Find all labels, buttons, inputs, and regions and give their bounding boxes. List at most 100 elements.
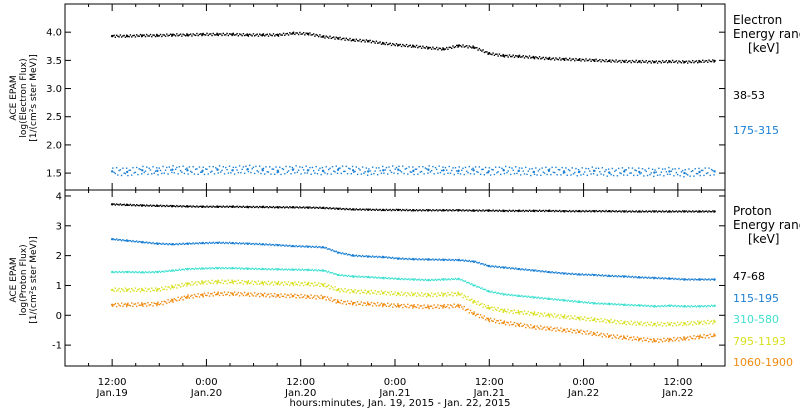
data-point	[336, 172, 339, 175]
data-point	[649, 305, 651, 308]
data-point	[387, 173, 389, 175]
data-point	[556, 174, 558, 176]
data-point	[640, 211, 642, 213]
data-point	[482, 263, 484, 265]
data-point	[589, 209, 591, 212]
data-point	[456, 209, 458, 211]
data-point	[300, 207, 302, 209]
data-point	[163, 243, 166, 246]
data-point	[319, 246, 321, 248]
data-point	[301, 33, 304, 35]
data-point	[253, 243, 256, 246]
data-point	[648, 341, 650, 343]
data-point	[665, 59, 668, 62]
data-point	[365, 39, 368, 41]
data-point	[614, 275, 616, 277]
data-point	[284, 173, 286, 175]
data-point	[397, 291, 399, 294]
data-point	[122, 35, 124, 37]
data-point	[326, 271, 329, 273]
data-point	[134, 287, 137, 289]
data-point	[688, 323, 690, 326]
data-point	[686, 279, 689, 281]
data-point	[623, 336, 626, 339]
data-point	[649, 277, 651, 279]
data-point	[590, 211, 592, 213]
data-point	[178, 268, 181, 271]
data-point	[506, 171, 508, 174]
data-point	[114, 271, 117, 273]
data-point	[590, 274, 592, 276]
data-point	[403, 303, 405, 306]
data-point	[560, 174, 562, 176]
data-point	[414, 258, 417, 260]
data-point	[222, 241, 224, 244]
data-point	[240, 33, 242, 36]
data-point	[650, 339, 652, 341]
data-point	[611, 167, 614, 170]
data-point	[207, 267, 209, 270]
proton-x-ticks	[64, 190, 726, 366]
data-point	[206, 32, 208, 35]
data-point	[397, 172, 399, 175]
data-point	[351, 254, 355, 257]
data-point	[122, 270, 124, 273]
data-point	[497, 171, 499, 173]
data-point	[271, 295, 273, 297]
data-point	[402, 278, 404, 280]
data-point	[198, 267, 201, 269]
data-point	[523, 173, 526, 175]
data-point	[221, 292, 223, 294]
data-point	[440, 278, 443, 280]
data-point	[341, 252, 344, 254]
data-point	[248, 295, 251, 297]
data-point	[494, 308, 497, 311]
data-point	[129, 304, 132, 307]
data-point	[494, 166, 497, 168]
data-point	[399, 304, 401, 307]
data-point	[285, 206, 287, 208]
data-point	[181, 282, 183, 285]
data-point	[335, 36, 337, 38]
data-point	[418, 307, 420, 309]
data-point	[584, 211, 586, 213]
data-point	[379, 293, 381, 296]
data-point	[461, 278, 463, 281]
data-point	[602, 275, 605, 277]
data-point	[395, 294, 398, 297]
data-point	[601, 302, 604, 305]
data-point	[420, 170, 423, 173]
data-point	[451, 277, 453, 280]
data-point	[478, 166, 481, 168]
data-point	[546, 298, 548, 300]
data-point	[256, 293, 258, 296]
data-point	[222, 32, 224, 35]
data-point	[607, 336, 610, 338]
data-point	[451, 305, 453, 307]
data-point	[245, 242, 247, 244]
data-point	[361, 304, 364, 307]
data-point	[197, 34, 199, 37]
data-point	[502, 53, 504, 56]
data-point	[326, 248, 329, 250]
data-point	[540, 58, 542, 60]
data-point	[629, 60, 631, 62]
data-point	[479, 303, 482, 306]
data-point	[316, 270, 319, 272]
data-point	[589, 320, 591, 322]
data-point	[356, 276, 359, 278]
data-point	[359, 303, 361, 305]
data-point	[712, 169, 714, 172]
data-point	[173, 34, 176, 36]
electron-x-ticks	[64, 4, 726, 190]
data-point	[305, 283, 307, 286]
data-point	[641, 210, 644, 212]
data-point	[659, 324, 661, 326]
data-point	[502, 293, 505, 296]
data-point	[314, 35, 316, 37]
data-point	[648, 304, 650, 307]
data-point	[261, 281, 264, 285]
data-point	[506, 54, 508, 57]
data-point	[286, 269, 289, 271]
data-point	[459, 304, 462, 306]
